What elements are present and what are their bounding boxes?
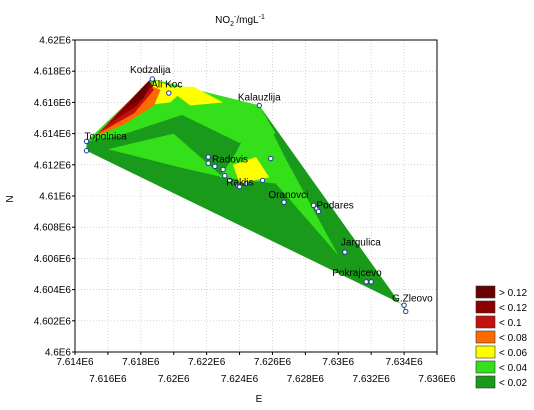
y-tick-label: 4.602E6 bbox=[34, 316, 72, 327]
x-tick-label: 7.614E6 bbox=[56, 357, 94, 368]
x-tick-label: 7.624E6 bbox=[221, 374, 259, 385]
y-tick-label: 4.61E6 bbox=[39, 192, 71, 203]
x-axis-label: E bbox=[256, 394, 263, 405]
y-tick-label: 4.618E6 bbox=[34, 67, 72, 78]
station-label: Podares bbox=[317, 200, 354, 211]
legend-label: < 0.1 bbox=[499, 318, 522, 329]
sample-point bbox=[342, 249, 348, 255]
sample-point bbox=[363, 279, 369, 285]
chart-title: NO2-/mgL-1 bbox=[215, 14, 265, 28]
y-tick-label: 4.612E6 bbox=[34, 160, 72, 171]
sample-point bbox=[401, 302, 407, 308]
legend: > 0.12 < 0.12 < 0.1 < 0.08 < 0.06 < 0.04 < 0.0… bbox=[475, 285, 528, 389]
y-tick-label: 4.604E6 bbox=[34, 285, 72, 296]
station-label: Topolnica bbox=[85, 131, 128, 142]
x-tick-label: 7.632E6 bbox=[353, 374, 391, 385]
sample-point bbox=[281, 199, 287, 205]
station-label: Raklis bbox=[226, 178, 253, 189]
contour-region-lt-0.04 bbox=[219, 105, 339, 256]
x-tick-label: 7.618E6 bbox=[122, 357, 160, 368]
x-tick-label: 7.622E6 bbox=[188, 357, 226, 368]
sample-point bbox=[205, 154, 211, 160]
x-tick-label: 7.62E6 bbox=[158, 374, 190, 385]
y-tick-label: 4.606E6 bbox=[34, 254, 72, 265]
station-label: Pokrajcevo bbox=[332, 268, 382, 279]
axis-ticks: 4.6E6 4.602E6 4.604E6 4.606E6 4.608E6 4.61E6 4… bbox=[34, 36, 456, 386]
sample-point bbox=[368, 279, 374, 285]
contour-fills bbox=[86, 79, 406, 312]
y-axis-label: N bbox=[5, 195, 16, 202]
station-label: Kalauzlija bbox=[238, 93, 281, 104]
y-tick-label: 4.62E6 bbox=[39, 36, 71, 47]
station-label: Kodzalija bbox=[130, 65, 171, 76]
sample-point bbox=[83, 148, 90, 154]
x-tick-label: 7.634E6 bbox=[385, 357, 423, 368]
station-label: Ali Koc bbox=[151, 79, 182, 90]
legend-label: < 0.04 bbox=[499, 363, 528, 374]
sample-point bbox=[212, 163, 218, 170]
legend-swatch bbox=[475, 285, 496, 299]
sample-point bbox=[256, 102, 262, 109]
station-labels: Kodzalija Ali Koc Kalauzlija Topolnica Radov… bbox=[85, 65, 434, 304]
contour-region-lt-0.04 bbox=[107, 133, 224, 178]
contour-region-lt-0.06 bbox=[233, 157, 270, 184]
sample-point bbox=[222, 173, 228, 179]
station-label: G.Zleovo bbox=[392, 293, 433, 304]
contour-region-lt-0.04 bbox=[86, 79, 276, 143]
legend-swatch bbox=[475, 345, 496, 359]
legend-label: < 0.12 bbox=[499, 303, 528, 314]
x-tick-label: 7.63E6 bbox=[322, 357, 354, 368]
legend-swatch bbox=[475, 300, 496, 314]
sample-point bbox=[243, 180, 249, 187]
sample-points bbox=[83, 76, 409, 315]
sample-point bbox=[268, 155, 274, 162]
legend-label: < 0.06 bbox=[499, 348, 528, 359]
station-label: Radovis bbox=[212, 155, 248, 166]
station-label: Jargulica bbox=[341, 238, 381, 249]
x-tick-label: 7.628E6 bbox=[287, 374, 325, 385]
y-tick-label: 4.6E6 bbox=[45, 348, 72, 359]
sample-point bbox=[236, 183, 243, 190]
sample-point bbox=[259, 177, 266, 184]
y-tick-label: 4.614E6 bbox=[34, 129, 72, 140]
x-tick-label: 7.616E6 bbox=[89, 374, 127, 385]
sample-point bbox=[205, 160, 211, 166]
legend-label: > 0.12 bbox=[499, 288, 528, 299]
sample-point bbox=[310, 202, 317, 209]
legend-swatch bbox=[475, 375, 496, 389]
legend-swatch bbox=[475, 360, 496, 374]
sample-point bbox=[83, 138, 90, 145]
contour-region-gt-0.12 bbox=[124, 79, 151, 109]
y-tick-label: 4.608E6 bbox=[34, 223, 72, 234]
station-label: Oranovci bbox=[268, 190, 308, 201]
sample-point bbox=[149, 76, 156, 82]
sample-point bbox=[220, 166, 226, 173]
x-tick-label: 7.636E6 bbox=[418, 374, 456, 385]
legend-swatch bbox=[475, 330, 496, 344]
legend-label: < 0.08 bbox=[499, 333, 528, 344]
y-tick-label: 4.616E6 bbox=[34, 98, 72, 109]
sample-point bbox=[166, 90, 172, 96]
sample-point bbox=[403, 308, 409, 315]
sample-point bbox=[226, 177, 233, 184]
sample-point bbox=[315, 208, 322, 215]
legend-swatch bbox=[475, 315, 496, 329]
legend-label: < 0.02 bbox=[499, 378, 528, 389]
x-tick-label: 7.626E6 bbox=[254, 357, 292, 368]
